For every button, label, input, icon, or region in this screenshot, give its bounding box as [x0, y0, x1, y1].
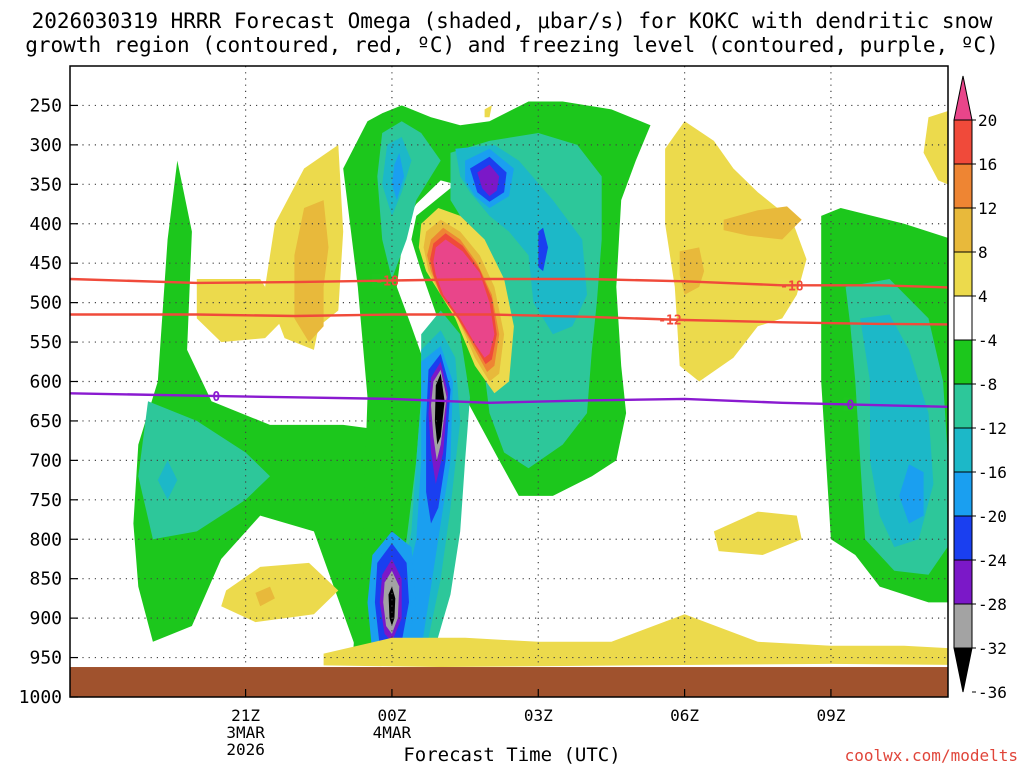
dgz-top-label-0: -18 — [375, 275, 399, 290]
y-tick-label-250: 250 — [29, 95, 62, 116]
sink-blue-left — [157, 460, 178, 500]
colorbar-label-4: 4 — [978, 287, 988, 306]
colorbar-segment-6 — [953, 339, 973, 385]
rise-yellow-lowleft — [221, 562, 339, 623]
x-tick-label-21Z: 21Z — [231, 706, 260, 725]
y-tick-label-600: 600 — [29, 372, 62, 393]
rise-yellow-right — [665, 121, 807, 382]
colorbar-segment-4 — [953, 251, 973, 297]
freezing-level-label-0: 0 — [212, 390, 220, 405]
sink-green-right-edge — [1007, 176, 1017, 413]
colorbar-segment-3 — [953, 207, 973, 253]
omega-colorbar: 20 16 12 8 4 -4 -8 -12 -16 -20 -24 -28 -32 -36 — [953, 75, 1007, 702]
y-tick-label-450: 450 — [29, 253, 62, 274]
colorbar-segment-11 — [953, 559, 973, 605]
temperature-contours: -18 -18 -12 0 0 — [70, 275, 948, 413]
y-tick-label-300: 300 — [29, 135, 62, 156]
y-tick-label-1000: 1000 — [19, 687, 62, 708]
rise-orange-left-column — [294, 200, 329, 343]
x-tick-date-21Z: 3MAR — [226, 723, 265, 742]
rise-yellow-left-band — [196, 279, 285, 343]
gridlines — [70, 66, 948, 666]
ground-surface — [70, 667, 948, 697]
sink-black-low-center — [434, 373, 445, 445]
rise-orange-right-top — [723, 206, 802, 240]
y-tick-label-700: 700 — [29, 450, 62, 471]
colorbar-segment-8 — [953, 427, 973, 473]
colorbar-segment-2 — [953, 163, 973, 209]
colorbar-label-13: -36 — [978, 683, 1007, 702]
colorbar-label-10: -24 — [978, 551, 1007, 570]
dgz-top-label-1: -18 — [780, 279, 804, 294]
y-tick-label-950: 950 — [29, 648, 62, 669]
colorbar-label-0: 20 — [978, 111, 997, 130]
sink-blue-sliver — [538, 227, 548, 272]
colorbar-label-6: -8 — [978, 375, 997, 394]
rise-yellow-top-speck — [484, 105, 492, 118]
y-tick-label-850: 850 — [29, 569, 62, 590]
rise-orange-lowleft — [255, 586, 275, 607]
dgz-top-line — [70, 277, 948, 289]
freezing-level-label-1: 0 — [847, 398, 855, 413]
colorbar-segment-10 — [953, 515, 973, 561]
colorbar-top-arrow — [953, 75, 973, 121]
colorbar-label-12: -32 — [978, 639, 1007, 658]
pressure-axis: 250 300 350 400 450 500 550 600 650 700 750 800 850 9… — [19, 95, 78, 708]
x-tick-label-03Z: 03Z — [524, 706, 553, 725]
colorbar-segment-12 — [953, 603, 973, 649]
sink-purple-right-center — [477, 164, 500, 197]
freezing-level-line — [70, 392, 948, 409]
y-tick-label-550: 550 — [29, 332, 62, 353]
x-axis-label: Forecast Time (UTC) — [403, 744, 621, 766]
colorbar-label-1: 16 — [978, 155, 997, 174]
x-tick-label-09Z: 09Z — [816, 706, 845, 725]
sink-teal-left — [138, 401, 270, 540]
chart-title-line-1: 2026030319 HRRR Forecast Omega (shaded, … — [31, 9, 993, 33]
y-tick-label-650: 650 — [29, 411, 62, 432]
x-tick-date-00Z: 4MAR — [373, 723, 412, 742]
y-tick-label-900: 900 — [29, 608, 62, 629]
sink-blue-right — [899, 464, 924, 524]
colorbar-label-3: 8 — [978, 243, 988, 262]
colorbar-label-9: -20 — [978, 507, 1007, 526]
y-tick-label-800: 800 — [29, 529, 62, 550]
dgz-bottom-label-0: -12 — [658, 314, 681, 329]
dgz-bottom-line — [70, 313, 948, 326]
rise-yellow-mid-low — [713, 511, 802, 555]
colorbar-label-11: -28 — [978, 595, 1007, 614]
omega-shading-layer — [133, 101, 1017, 667]
colorbar-segment-9 — [953, 471, 973, 517]
rise-yellow-bottom-right — [992, 658, 1016, 666]
colorbar-label-2: 12 — [978, 199, 997, 218]
x-tick-year-21Z: 2026 — [226, 740, 265, 759]
y-tick-label-750: 750 — [29, 490, 62, 511]
rise-yellow-bottom-band — [323, 614, 948, 667]
x-tick-label-00Z: 00Z — [377, 706, 406, 725]
colorbar-label-8: -16 — [978, 463, 1007, 482]
colorbar-segment-7 — [953, 383, 973, 429]
colorbar-segment-5 — [953, 295, 973, 341]
colorbar-label-5: -4 — [978, 331, 997, 350]
y-tick-label-400: 400 — [29, 214, 62, 235]
x-tick-label-06Z: 06Z — [670, 706, 699, 725]
source-credit[interactable]: coolwx.com/modelts — [844, 746, 1018, 765]
y-tick-label-350: 350 — [29, 174, 62, 195]
colorbar-segment-1 — [953, 119, 973, 165]
y-tick-label-500: 500 — [29, 293, 62, 314]
rise-magenta-dgz-blob — [433, 239, 495, 358]
sink-blue-center — [391, 152, 405, 201]
chart-title-line-2: growth region (contoured, red, ºC) and f… — [25, 33, 999, 57]
colorbar-label-7: -12 — [978, 419, 1007, 438]
rise-yellow-right-top — [923, 110, 948, 185]
colorbar-bottom-arrow — [953, 647, 973, 693]
